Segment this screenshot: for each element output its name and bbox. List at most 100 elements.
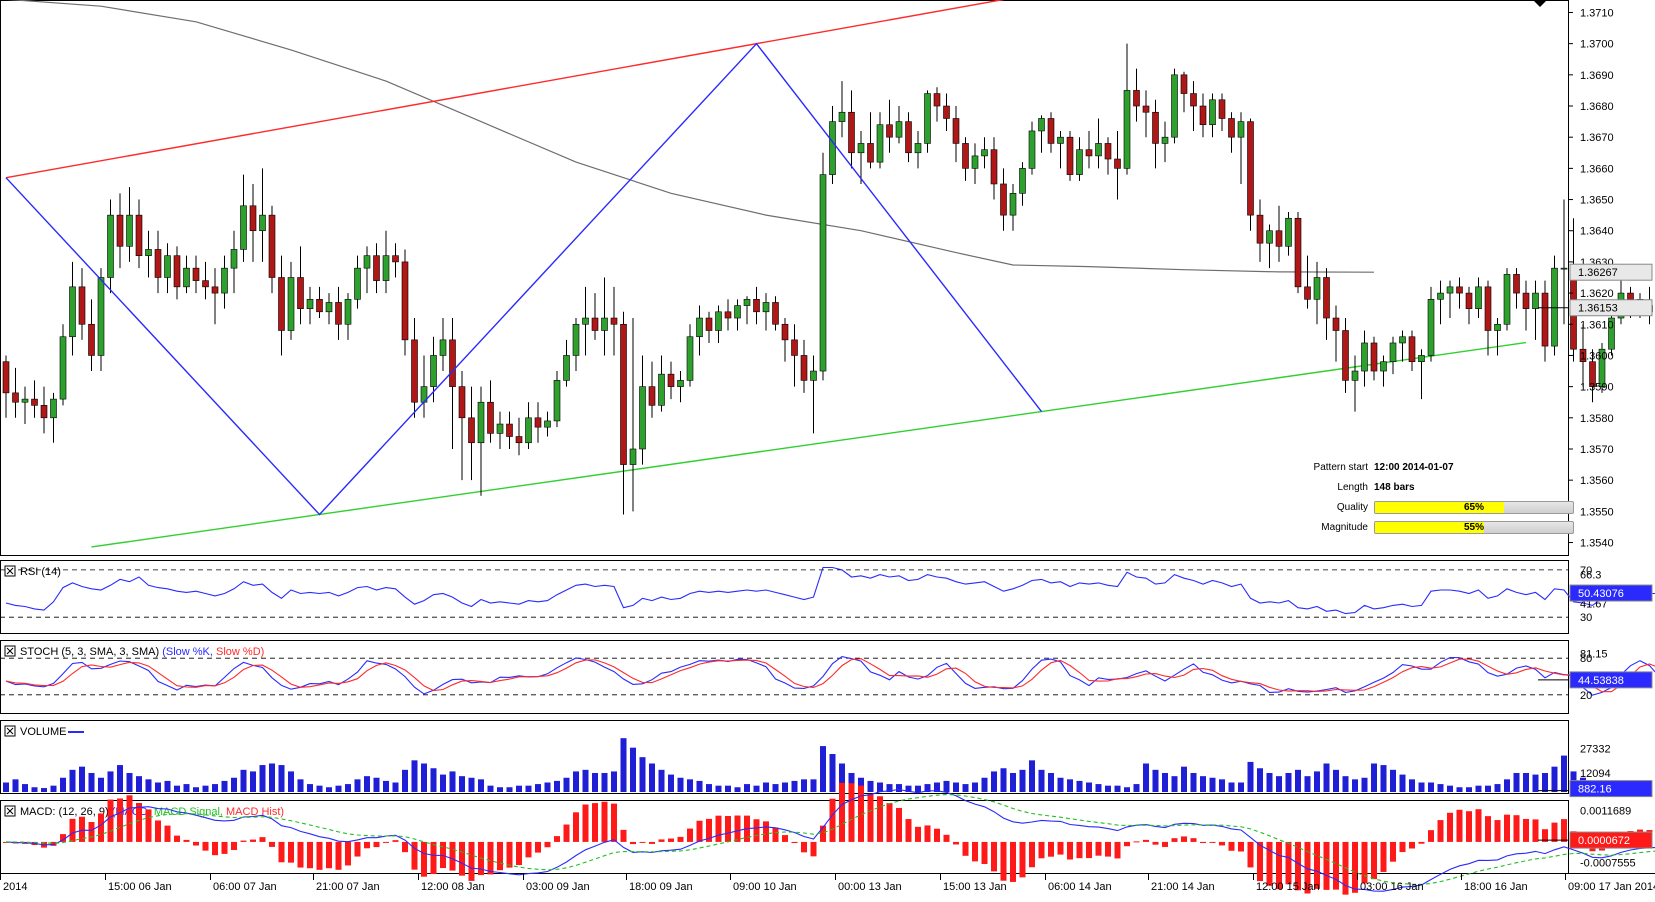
volume-bar (962, 784, 969, 792)
volume-bar (744, 784, 750, 792)
macd-tick-high: 0.0011689 (1580, 805, 1631, 817)
candle (848, 90, 855, 169)
candle-body (97, 277, 105, 356)
macd-hist-bar (1542, 829, 1548, 842)
volume-bar (649, 763, 655, 792)
candle-body (1304, 286, 1311, 300)
candle (686, 324, 694, 387)
volume-bar (639, 757, 646, 792)
macd-hist-bar (497, 841, 503, 871)
macd-hist-bar (677, 836, 684, 842)
candle-body (1456, 286, 1463, 294)
candle-body (857, 143, 865, 154)
volume-bar (1314, 771, 1320, 792)
macd-hist-bar (430, 841, 437, 875)
candle-body (1370, 342, 1378, 372)
candle-body (648, 386, 656, 406)
candle (1332, 305, 1340, 362)
volume-bar (411, 760, 418, 792)
candle-body (211, 286, 219, 294)
candle (1161, 121, 1169, 163)
volume-bar (183, 784, 190, 792)
stoch-value-tag-box (1569, 671, 1653, 689)
candle-body (1171, 74, 1178, 138)
rsi-line (5, 566, 1655, 615)
macd-hist-bar (981, 841, 988, 865)
indicator-title: STOCH (5, 3, SMA, 3, SMA) (Slow %K, Slow… (20, 646, 264, 658)
last-price-tag-box (1569, 299, 1653, 317)
macd-hist-bar (1038, 841, 1045, 859)
volume-bar (592, 773, 598, 792)
pattern-start-label: Pattern start (1313, 462, 1368, 473)
macd-hist-bar (658, 839, 665, 842)
candle-body (354, 267, 361, 300)
candle-body (553, 380, 561, 422)
volume-bar (877, 782, 883, 792)
candle-body (895, 121, 903, 138)
candle-body (145, 249, 152, 256)
indicator-title-part: RSI (14) (20, 566, 61, 578)
macd-hist-bar (848, 783, 855, 842)
candle-body (202, 280, 209, 288)
candle (1342, 318, 1349, 393)
volume-value-tag: 882.16 (1578, 784, 1612, 796)
candle (31, 380, 38, 418)
macd-hist-bar (107, 799, 114, 842)
volume-bar (525, 785, 532, 792)
volume-bar (1076, 780, 1083, 792)
macd-hist-bar (506, 841, 513, 868)
candle-body (335, 302, 342, 325)
volume-bar (1247, 761, 1254, 792)
macd-hist-bar (953, 841, 959, 845)
macd-hist-bar (193, 841, 199, 846)
candle (1218, 93, 1226, 131)
candle (753, 286, 760, 325)
volume-bar (202, 785, 209, 792)
macd-hist-bar (278, 841, 285, 863)
candle-body (116, 214, 124, 247)
candle-body (525, 417, 532, 444)
macd-hist-bar (544, 841, 551, 848)
macd-hist-bar (1333, 841, 1339, 890)
candle-body (1095, 143, 1102, 157)
candle (297, 246, 304, 325)
volume-bar (1019, 769, 1026, 792)
candle (762, 293, 770, 331)
candle-body (933, 93, 941, 107)
volume-bar (1266, 773, 1273, 792)
macd-hist-bar (335, 841, 342, 870)
candle-body (1503, 274, 1511, 325)
indicator-title-part: STOCH (5, 3, SMA, 3, SMA) (20, 646, 162, 658)
candle-body (78, 286, 86, 325)
macd-hist-bar (668, 838, 674, 842)
candle (563, 339, 570, 387)
candle (107, 199, 114, 294)
candle (126, 187, 133, 262)
macd-hist-bar (1304, 841, 1311, 894)
macd-hist-bar (886, 803, 893, 842)
macd-hist-bar (725, 816, 731, 842)
volume-bar (449, 771, 456, 792)
candle-body (382, 255, 390, 281)
volume-bar (307, 784, 313, 792)
scroll-marker-icon[interactable] (1534, 1, 1546, 7)
candle-body (1389, 342, 1397, 362)
candle (382, 230, 390, 294)
candle-body (772, 302, 779, 325)
candle-body (1142, 105, 1150, 113)
candle (1608, 308, 1615, 356)
candle (1275, 205, 1283, 262)
macd-hist-bar (117, 798, 123, 842)
macd-hist-bar (316, 841, 323, 870)
volume-bar (155, 782, 161, 792)
macd-hist-bar (1200, 841, 1206, 844)
candle-body (1275, 230, 1283, 247)
support-line (91, 341, 1527, 548)
macd-hist-bar (212, 841, 218, 856)
macd-hist-bar (1532, 819, 1539, 842)
macd-hist-bar (98, 813, 104, 842)
indicator-title-part: (Slow %K, (162, 646, 216, 658)
macd-hist-bar (715, 815, 722, 842)
candle (1038, 115, 1045, 153)
candle-body (506, 423, 513, 437)
